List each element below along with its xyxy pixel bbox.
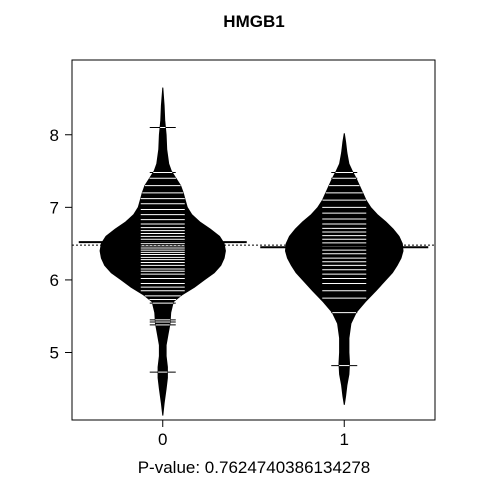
y-tick-label: 6 (50, 271, 59, 290)
beans-layer (78, 87, 429, 416)
y-tick-label: 8 (50, 126, 59, 145)
y-tick-label: 7 (50, 198, 59, 217)
x-axis-label: P-value: 0.7624740386134278 (138, 458, 371, 477)
x-tick-label: 0 (158, 430, 167, 449)
y-axis: 5 6 7 8 (50, 126, 72, 363)
chart-title: HMGB1 (223, 12, 284, 31)
bean-shape-0 (99, 87, 226, 416)
bean-0 (78, 87, 247, 416)
bean-shape-1 (284, 133, 404, 405)
plot-area-frame (71, 59, 436, 421)
bean-1 (260, 133, 429, 405)
x-tick-label: 1 (340, 430, 349, 449)
y-tick-label: 5 (50, 344, 59, 363)
